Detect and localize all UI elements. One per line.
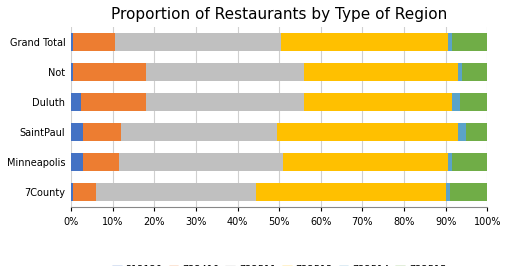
Bar [281, 33, 448, 51]
Bar [452, 93, 460, 111]
Bar [256, 184, 446, 201]
Bar [462, 63, 487, 81]
Bar [146, 63, 304, 81]
Legend: 312120, 722410, 722511, 722513, 722514, 722515: 312120, 722410, 722511, 722513, 722514, … [110, 263, 448, 266]
Bar [448, 33, 452, 51]
Bar [458, 123, 466, 142]
Bar [452, 33, 487, 51]
Bar [115, 33, 281, 51]
Bar [71, 93, 81, 111]
Bar [466, 123, 487, 142]
Bar [71, 184, 73, 201]
Bar [73, 184, 96, 201]
Bar [73, 63, 146, 81]
Bar [146, 93, 304, 111]
Bar [71, 153, 83, 172]
Bar [81, 93, 146, 111]
Bar [83, 153, 119, 172]
Bar [277, 123, 458, 142]
Bar [71, 33, 73, 51]
Bar [96, 184, 256, 201]
Bar [452, 153, 487, 172]
Bar [73, 33, 115, 51]
Bar [304, 93, 452, 111]
Bar [119, 153, 283, 172]
Bar [458, 63, 462, 81]
Bar [71, 123, 83, 142]
Bar [304, 63, 458, 81]
Bar [460, 93, 487, 111]
Bar [83, 123, 121, 142]
Bar [446, 184, 450, 201]
Bar [121, 123, 277, 142]
Bar [450, 184, 487, 201]
Bar [448, 153, 452, 172]
Title: Proportion of Restaurants by Type of Region: Proportion of Restaurants by Type of Reg… [111, 7, 447, 22]
Bar [71, 63, 73, 81]
Bar [283, 153, 448, 172]
